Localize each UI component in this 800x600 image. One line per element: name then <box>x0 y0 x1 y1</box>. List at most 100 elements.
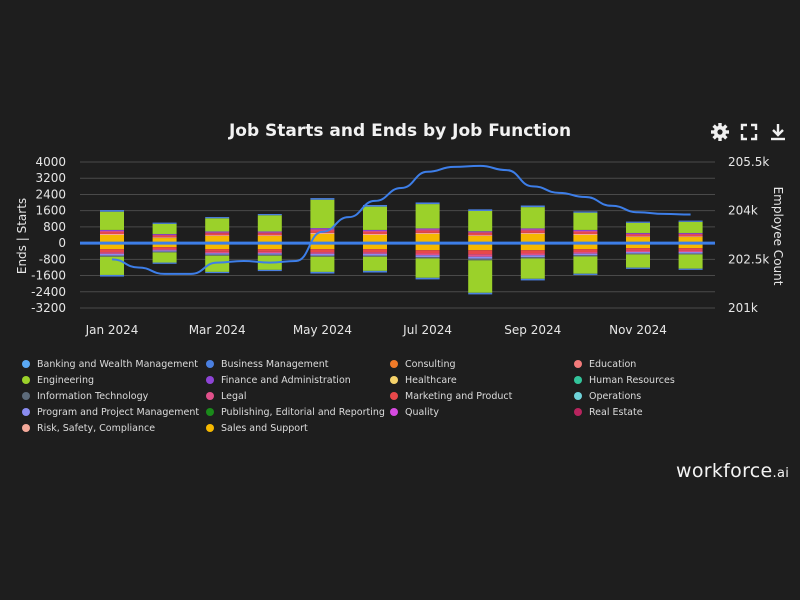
legend-label: Finance and Administration <box>221 374 351 386</box>
legend-marker-icon <box>390 408 398 416</box>
legend-label: Risk, Safety, Compliance <box>37 422 156 434</box>
settings-button[interactable] <box>710 122 730 142</box>
x-tick-label: Mar 2024 <box>189 323 246 337</box>
legend-label: Marketing and Product <box>405 390 513 402</box>
legend-item[interactable]: Risk, Safety, Compliance <box>22 421 206 435</box>
bar-segment <box>152 234 177 236</box>
legend-item[interactable]: Legal <box>206 389 390 403</box>
bar-segment <box>257 232 282 234</box>
legend-item[interactable]: Human Resources <box>574 373 758 387</box>
bar-segment <box>626 253 650 255</box>
y-tick-label: 2400 <box>35 187 66 201</box>
gear-icon <box>711 123 729 141</box>
bar-segment <box>678 237 703 244</box>
bar-segment <box>626 222 650 233</box>
bar-segment <box>257 215 282 232</box>
bar-segment <box>678 234 703 237</box>
bar-segment <box>363 243 387 250</box>
bar-segment <box>152 223 177 234</box>
legend-item[interactable]: Real Estate <box>574 405 758 419</box>
bar-segment <box>310 253 335 256</box>
bar-segment <box>468 254 493 257</box>
bar-segment <box>415 277 440 280</box>
bar-segment <box>626 267 650 269</box>
legend-item[interactable]: Publishing, Editorial and Reporting <box>206 405 390 419</box>
legend-item[interactable]: Program and Project Management <box>22 405 206 419</box>
bar-segment <box>468 231 493 233</box>
bar-segment <box>520 278 545 281</box>
bar-segment <box>573 249 598 253</box>
bar-segment <box>363 206 387 230</box>
bar-segment <box>415 229 440 231</box>
legend-label: Program and Project Management <box>37 406 200 418</box>
bar-segment <box>678 268 703 270</box>
bar-segment <box>626 243 650 249</box>
bar-segment <box>468 243 493 251</box>
bar-segment <box>415 232 440 234</box>
bar-segment <box>415 253 440 256</box>
legend-marker-icon <box>574 408 582 416</box>
bar-segment <box>100 243 124 250</box>
download-button[interactable] <box>768 122 788 142</box>
legend-item[interactable]: Business Management <box>206 357 390 371</box>
bar-segment <box>573 235 598 244</box>
bar-segment <box>310 233 335 244</box>
legend-item[interactable]: Banking and Wealth Management <box>22 357 206 371</box>
y-tick-label: 800 <box>43 220 66 234</box>
legend-label: Publishing, Editorial and Reporting <box>221 406 385 418</box>
bar-segment <box>152 238 177 244</box>
bar-segment <box>468 256 493 259</box>
bar-segment <box>678 248 703 251</box>
fullscreen-icon <box>740 123 758 141</box>
legend-label: Education <box>589 358 637 370</box>
legend-item[interactable]: Education <box>574 357 758 371</box>
bar-segment <box>152 251 177 253</box>
legend-marker-icon <box>390 392 398 400</box>
bar-segment <box>205 232 230 234</box>
bar-segment <box>678 220 703 222</box>
legend-item[interactable]: Finance and Administration <box>206 373 390 387</box>
bar-segment <box>363 255 387 257</box>
bar-segment <box>415 202 440 205</box>
bar-segment <box>415 230 440 233</box>
bar-segment <box>520 228 545 230</box>
legend-item[interactable]: Healthcare <box>390 373 574 387</box>
bar-segment <box>257 254 282 256</box>
legend-item[interactable]: Marketing and Product <box>390 389 574 403</box>
bar-segment <box>415 233 440 244</box>
legend-label: Quality <box>405 406 439 418</box>
x-tick-label: May 2024 <box>293 323 352 337</box>
bar-segment <box>257 251 282 254</box>
brand-name: workforce <box>676 460 773 482</box>
bar-segment <box>520 250 545 254</box>
bar-segment <box>363 235 387 244</box>
legend-item[interactable]: Consulting <box>390 357 574 371</box>
bar-segment <box>678 252 703 254</box>
brand-logo: workforce.ai <box>676 460 789 482</box>
bar-segment <box>100 235 124 244</box>
fullscreen-button[interactable] <box>739 122 759 142</box>
legend-item[interactable]: Quality <box>390 405 574 419</box>
bar-segment <box>626 248 650 251</box>
legend-item[interactable]: Operations <box>574 389 758 403</box>
bar-segment <box>363 204 387 207</box>
legend-item[interactable]: Engineering <box>22 373 206 387</box>
bar-segment <box>257 249 282 252</box>
bar-segment <box>152 243 177 248</box>
bar-segment <box>415 250 440 254</box>
bar-segment <box>468 233 493 236</box>
legend-item[interactable]: Information Technology <box>22 389 206 403</box>
legend-marker-icon <box>22 360 30 368</box>
legend-marker-icon <box>390 360 398 368</box>
legend-label: Banking and Wealth Management <box>37 358 198 370</box>
legend-item[interactable]: Sales and Support <box>206 421 390 435</box>
bar-segment <box>100 231 124 234</box>
y-tick-label: -3200 <box>31 301 66 315</box>
download-icon <box>771 124 785 141</box>
legend-label: Legal <box>221 390 247 402</box>
x-axis-ticks: Jan 2024 Mar 2024 May 2024 Jul 2024 Sep 2024… <box>85 323 667 337</box>
bar-segment <box>468 236 493 244</box>
bar-segment <box>310 255 335 257</box>
chart-title: Job Starts and Ends by Job Function <box>228 121 572 141</box>
bar-segment <box>363 252 387 254</box>
